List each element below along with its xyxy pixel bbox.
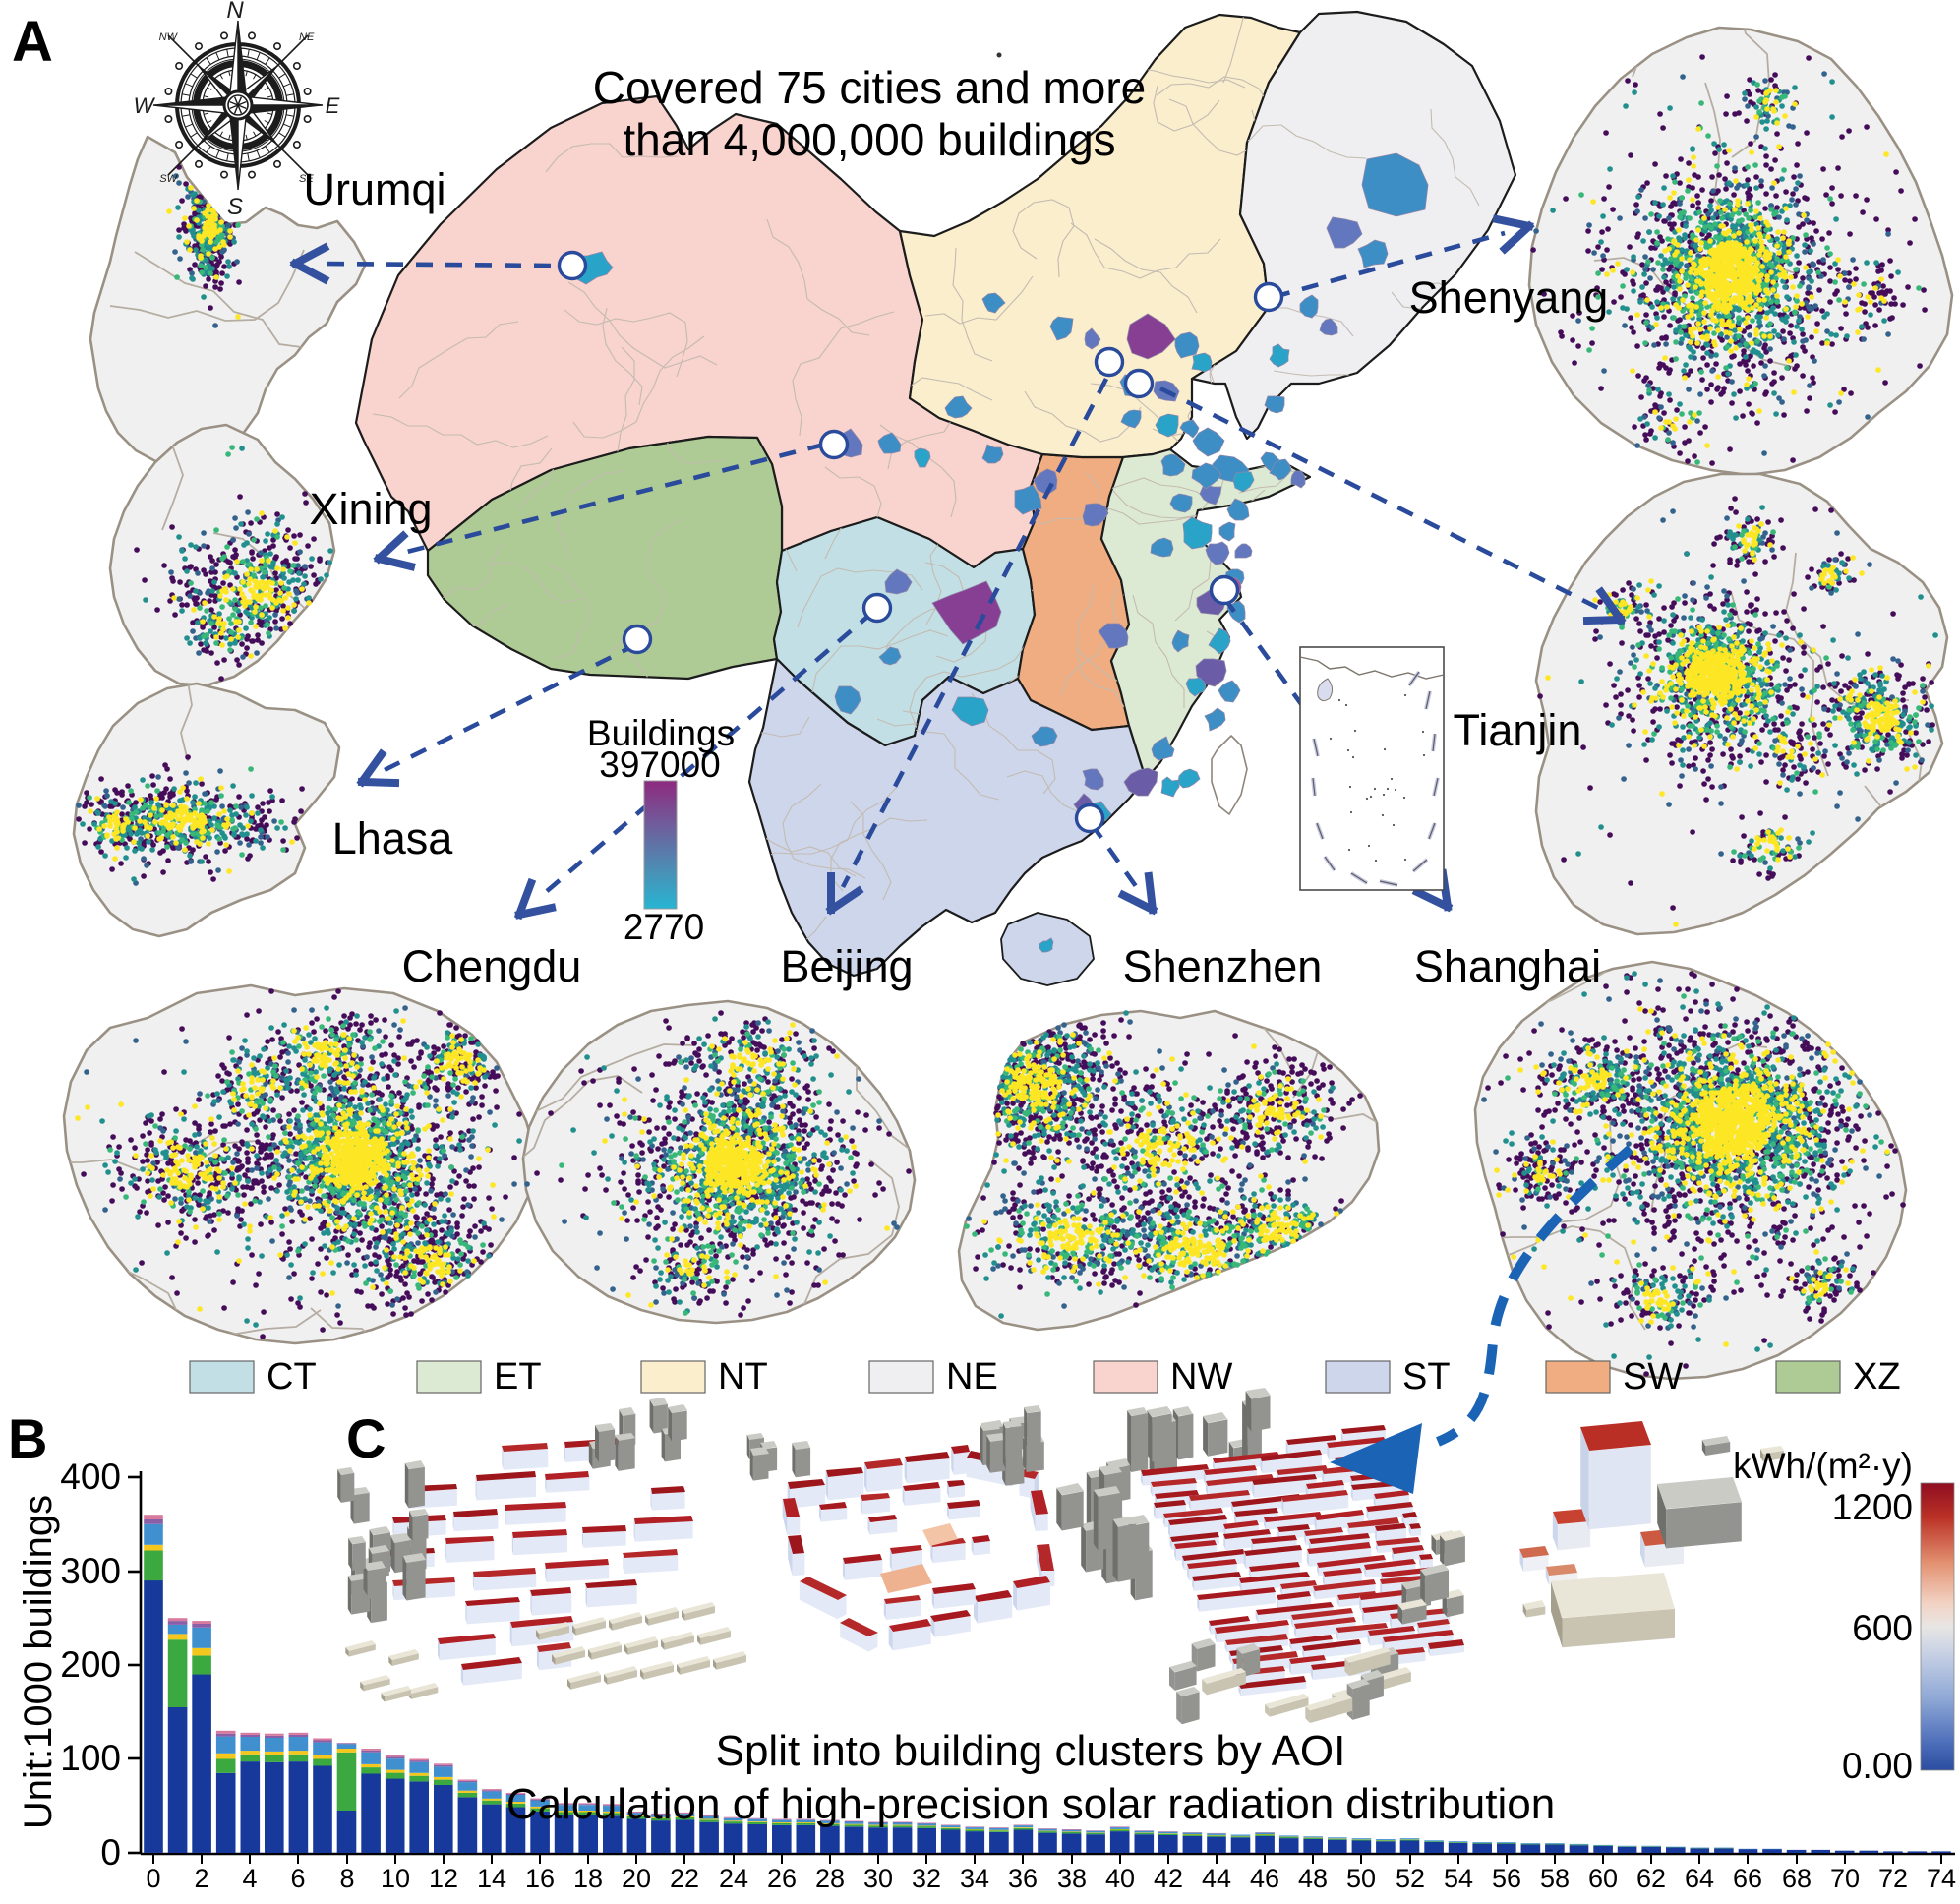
svg-text:NE: NE xyxy=(946,1356,998,1398)
svg-text:NE: NE xyxy=(299,31,315,43)
svg-text:B: B xyxy=(8,1407,47,1469)
svg-text:1200: 1200 xyxy=(1832,1487,1913,1527)
svg-text:Split into building clusters: Split into building clusters by AOI xyxy=(716,1727,1346,1775)
svg-text:14: 14 xyxy=(477,1864,506,1893)
svg-text:50: 50 xyxy=(1346,1864,1376,1893)
svg-text:70: 70 xyxy=(1830,1864,1860,1893)
svg-text:26: 26 xyxy=(767,1864,797,1893)
svg-text:40: 40 xyxy=(1105,1864,1135,1893)
svg-text:56: 56 xyxy=(1492,1864,1521,1893)
svg-text:C: C xyxy=(346,1407,386,1469)
svg-text:ET: ET xyxy=(494,1356,542,1398)
svg-text:20: 20 xyxy=(622,1864,651,1893)
svg-text:24: 24 xyxy=(719,1864,748,1893)
svg-text:62: 62 xyxy=(1636,1864,1666,1893)
svg-text:46: 46 xyxy=(1250,1864,1279,1893)
svg-text:600: 600 xyxy=(1852,1608,1913,1648)
svg-text:ST: ST xyxy=(1402,1356,1451,1398)
svg-text:Tianjin: Tianjin xyxy=(1454,705,1582,755)
svg-text:0: 0 xyxy=(146,1864,160,1893)
svg-text:W: W xyxy=(134,93,156,118)
svg-text:38: 38 xyxy=(1057,1864,1087,1893)
svg-text:E: E xyxy=(326,93,340,118)
svg-text:Urumqi: Urumqi xyxy=(303,164,445,214)
svg-text:400: 400 xyxy=(60,1457,121,1497)
svg-text:28: 28 xyxy=(815,1864,845,1893)
svg-text:200: 200 xyxy=(60,1644,121,1685)
svg-text:8: 8 xyxy=(339,1864,354,1893)
svg-text:32: 32 xyxy=(912,1864,941,1893)
svg-text:NW: NW xyxy=(1170,1356,1232,1398)
svg-text:44: 44 xyxy=(1202,1864,1231,1893)
svg-text:6: 6 xyxy=(290,1864,305,1893)
svg-text:Calculation of high-precision: Calculation of high-precision solar radi… xyxy=(506,1780,1555,1828)
svg-text:XZ: XZ xyxy=(1853,1356,1901,1398)
svg-text:36: 36 xyxy=(1008,1864,1038,1893)
svg-text:72: 72 xyxy=(1878,1864,1908,1893)
svg-text:Shenzhen: Shenzhen xyxy=(1123,941,1323,991)
svg-text:Unit:1000 buildings: Unit:1000 buildings xyxy=(17,1495,60,1829)
svg-text:34: 34 xyxy=(960,1864,989,1893)
svg-text:than 4,000,000 buildings: than 4,000,000 buildings xyxy=(623,114,1115,165)
svg-text:Shanghai: Shanghai xyxy=(1414,941,1601,991)
svg-text:Lhasa: Lhasa xyxy=(332,813,454,863)
svg-text:Beijing: Beijing xyxy=(780,941,913,991)
svg-text:12: 12 xyxy=(429,1864,458,1893)
svg-text:Xining: Xining xyxy=(309,484,432,534)
svg-text:54: 54 xyxy=(1444,1864,1473,1893)
svg-text:100: 100 xyxy=(60,1738,121,1778)
svg-text:Chengdu: Chengdu xyxy=(402,941,582,991)
svg-text:SW: SW xyxy=(159,173,178,185)
svg-text:22: 22 xyxy=(670,1864,699,1893)
svg-text:kWh/(m²·y): kWh/(m²·y) xyxy=(1733,1446,1913,1486)
svg-text:2: 2 xyxy=(194,1864,208,1893)
svg-text:64: 64 xyxy=(1685,1864,1714,1893)
svg-text:18: 18 xyxy=(573,1864,603,1893)
svg-text:300: 300 xyxy=(60,1551,121,1591)
svg-text:Shenyang: Shenyang xyxy=(1409,272,1609,323)
svg-text:52: 52 xyxy=(1396,1864,1425,1893)
svg-text:10: 10 xyxy=(381,1864,410,1893)
svg-text:16: 16 xyxy=(525,1864,555,1893)
svg-text:S: S xyxy=(227,194,243,220)
svg-text:NT: NT xyxy=(718,1356,768,1398)
svg-text:Covered 75 cities and more: Covered 75 cities and more xyxy=(593,62,1147,113)
svg-text:N: N xyxy=(226,0,244,24)
svg-text:66: 66 xyxy=(1733,1864,1762,1893)
svg-text:30: 30 xyxy=(863,1864,893,1893)
svg-text:0: 0 xyxy=(100,1832,121,1873)
svg-text:397000: 397000 xyxy=(599,744,720,785)
svg-text:4: 4 xyxy=(242,1864,257,1893)
svg-text:2770: 2770 xyxy=(624,907,704,947)
svg-text:42: 42 xyxy=(1154,1864,1183,1893)
svg-text:48: 48 xyxy=(1298,1864,1328,1893)
svg-text:CT: CT xyxy=(267,1356,317,1398)
svg-text:74: 74 xyxy=(1927,1864,1956,1893)
svg-text:A: A xyxy=(12,10,53,74)
svg-text:60: 60 xyxy=(1588,1864,1618,1893)
svg-text:68: 68 xyxy=(1782,1864,1812,1893)
svg-text:58: 58 xyxy=(1540,1864,1570,1893)
svg-text:0.00: 0.00 xyxy=(1842,1746,1913,1786)
svg-text:NW: NW xyxy=(159,31,179,43)
svg-text:SW: SW xyxy=(1623,1356,1683,1398)
